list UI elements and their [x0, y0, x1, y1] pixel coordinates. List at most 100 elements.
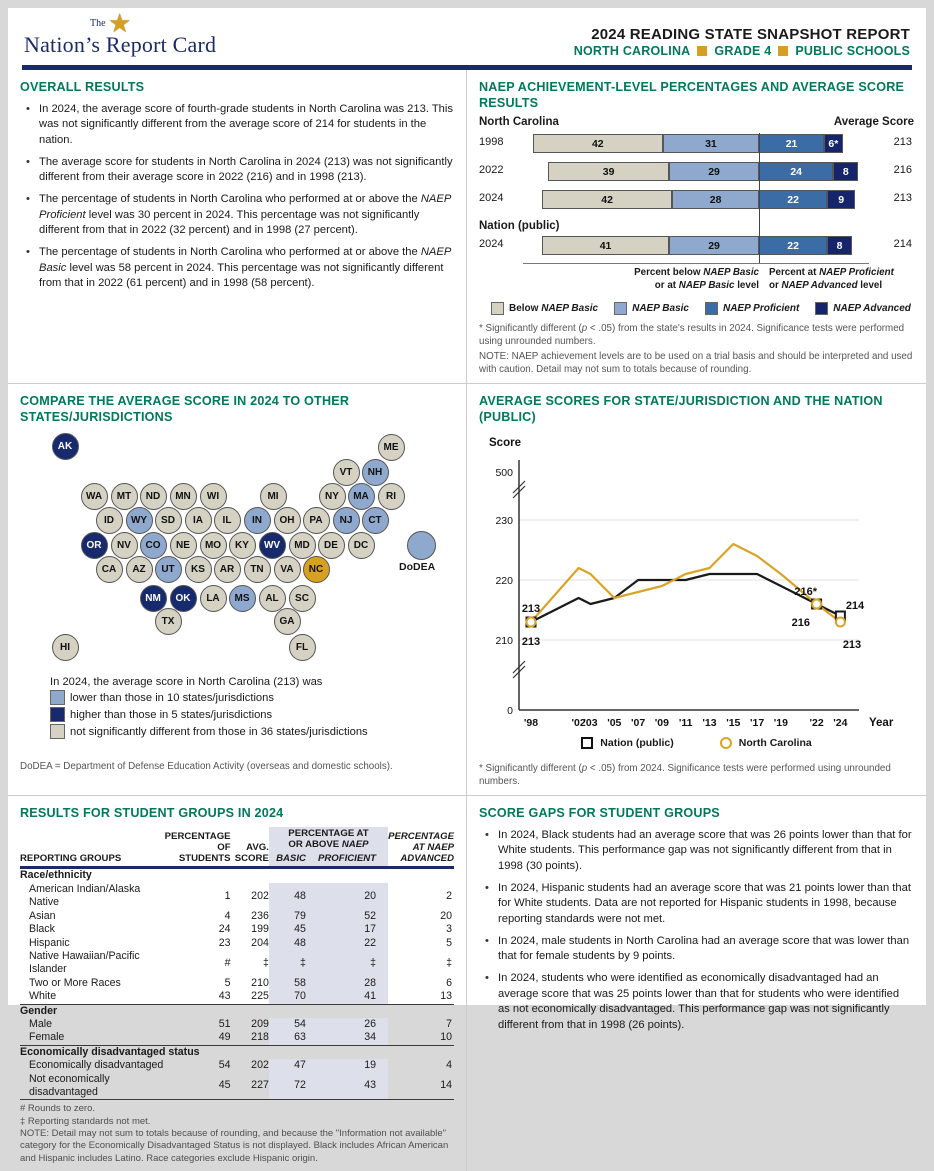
legend-state: North Carolina: [719, 737, 812, 750]
state-circle-OH: OH: [273, 506, 301, 534]
table-cell: 45: [268, 923, 318, 937]
table-cell: 199: [251, 923, 269, 936]
map-legend-item: lower than those in 10 states/jurisdicti…: [50, 690, 454, 706]
state-circle-NM: NM: [139, 584, 167, 612]
x-tick-label: '22: [810, 717, 824, 729]
table-cell: 79: [268, 909, 318, 924]
header-rule: [22, 65, 912, 70]
table-row: Economically disadvantaged 54 202 47 19 4: [20, 1059, 454, 1073]
y-tick-label: 500: [495, 467, 513, 479]
table-cell: 52: [317, 909, 389, 924]
score-gap-bullet: In 2024, Black students had an average s…: [485, 828, 914, 875]
achievement-legend-item: NAEP Basic: [614, 301, 689, 315]
subtitle-school-type: PUBLIC SCHOOLS: [795, 44, 910, 58]
state-circle-AL: AL: [258, 584, 286, 612]
achievement-footnote-note: NOTE: NAEP achievement levels are to be …: [479, 351, 913, 376]
table-row: Hispanic 23 204 48 22 5: [20, 936, 454, 950]
logo-wordmark: Nation’s Report Card: [24, 32, 217, 57]
table-cell: 47: [268, 1059, 318, 1073]
table-footnote: # Rounds to zero.: [20, 1103, 95, 1115]
state-circle-DC: DC: [347, 531, 375, 559]
overall-bullet: In 2024, the average score of fourth-gra…: [26, 102, 454, 149]
state-circle-VT: VT: [332, 458, 360, 486]
achievement-axis-line: [523, 263, 869, 265]
table-header: REPORTING GROUPS PERCENTAGE OF STUDENTS A…: [20, 826, 454, 868]
state-circle-NJ: NJ: [332, 506, 360, 534]
header-at-or-above-naep: PERCENTAGE AT OR ABOVE NAEP: [268, 826, 389, 853]
table-cell: 23: [218, 936, 231, 949]
table-footnote: ‡ Reporting standards not met.: [20, 1115, 151, 1127]
achievement-bar-row: 2024 42 28 22 9 213: [479, 189, 914, 217]
overall-bullet: The percentage of students in North Caro…: [26, 192, 454, 239]
state-circle-FL: FL: [288, 633, 316, 661]
group-label-north-carolina: North Carolina: [479, 116, 559, 129]
axis-label-proficient: Percent at NAEP Proficient or NAEP Advanc…: [769, 267, 894, 291]
table-cell: 43: [218, 990, 231, 1003]
state-circle-AZ: AZ: [125, 555, 153, 583]
table-cell: 72: [268, 1072, 318, 1100]
bar-segment-below_basic: 39: [548, 162, 670, 182]
map-heading: COMPARE THE AVERAGE SCORE IN 2024 TO OTH…: [20, 393, 350, 424]
axis-break-icon: [512, 665, 526, 679]
bar-average-score: 213: [893, 136, 912, 149]
state-circle-MA: MA: [347, 482, 375, 510]
bar-segment-below_basic: 41: [542, 236, 670, 256]
state-circle-NE: NE: [169, 531, 197, 559]
state-circle-LA: LA: [199, 584, 227, 612]
bar-average-score: 216: [893, 164, 912, 177]
bar-segment-basic: 31: [662, 134, 759, 154]
average-score-label: Average Score: [833, 116, 914, 129]
state-circle-CO: CO: [139, 531, 167, 559]
state-marker: [834, 616, 846, 628]
data-point-label: 216: [792, 617, 810, 629]
overall-bullet: The percentage of students in North Caro…: [26, 245, 454, 292]
state-circle-ID: ID: [95, 506, 123, 534]
circle-marker-icon: [719, 737, 732, 750]
table-cell: 202: [251, 889, 269, 902]
table-cell: Asian: [29, 909, 56, 922]
bar-average-score: 214: [893, 238, 912, 251]
dodea-footnote: DoDEA = Department of Defense Education …: [20, 761, 393, 773]
state-circle-IA: IA: [184, 506, 212, 534]
table-cell: 20: [317, 882, 389, 910]
table-cell: 20: [440, 909, 452, 922]
bar-year-label: 1998: [479, 136, 504, 149]
achievement-heading: NAEP ACHIEVEMENT-LEVEL PERCENTAGES AND A…: [479, 80, 905, 110]
y-tick-label: 0: [507, 705, 513, 717]
table-cell: 236: [251, 909, 269, 922]
x-tick-label: '98: [524, 717, 538, 729]
dodea-circle: [406, 530, 436, 560]
bar-segment-basic: 29: [669, 162, 759, 182]
state-circle-WA: WA: [80, 482, 108, 510]
x-tick-label: '19: [774, 717, 788, 729]
table-group-header-row: Economically disadvantaged status: [20, 1045, 454, 1059]
table-cell: ‡: [262, 956, 269, 969]
state-circle-GA: GA: [273, 607, 301, 635]
table-cell: 5: [224, 976, 231, 989]
header-reporting-groups: REPORTING GROUPS: [20, 853, 122, 865]
data-point-label: 213: [522, 636, 540, 648]
table-row: Female 49 218 63 34 10: [20, 1031, 454, 1046]
table-cell: ‡: [268, 949, 318, 977]
achievement-bar-row: 2022 39 29 24 8 216: [479, 161, 914, 189]
bar-segment-below_basic: 42: [532, 134, 663, 154]
state-circle-WI: WI: [199, 482, 227, 510]
year-axis-label: Year: [869, 717, 894, 729]
map-legend-label: higher than those in 5 states/jurisdicti…: [70, 708, 273, 721]
bar-average-score: 213: [893, 192, 912, 205]
header-proficient: PROFICIENT: [317, 852, 389, 868]
map-legend-item: higher than those in 5 states/jurisdicti…: [50, 707, 454, 723]
table-heading: RESULTS FOR STUDENT GROUPS IN 2024: [20, 805, 284, 820]
table-cell: Male: [29, 1017, 52, 1030]
bar-segment-below_basic: 42: [542, 190, 673, 210]
nations-report-card-logo: The ★ Nation’s Report Card: [24, 8, 254, 60]
state-circle-OR: OR: [80, 531, 108, 559]
score-gap-bullet: In 2024, male students in North Carolina…: [485, 934, 914, 965]
map-legend-label: lower than those in 10 states/jurisdicti…: [70, 691, 274, 704]
bar-year-label: 2024: [479, 238, 504, 251]
state-circle-MT: MT: [110, 482, 138, 510]
table-cell: 2: [446, 889, 452, 902]
score-gaps-bullets: In 2024, Black students had an average s…: [485, 828, 914, 1034]
table-cell: 34: [317, 1031, 389, 1046]
student-groups-table-section: RESULTS FOR STUDENT GROUPS IN 2024 REPOR…: [8, 796, 466, 1171]
